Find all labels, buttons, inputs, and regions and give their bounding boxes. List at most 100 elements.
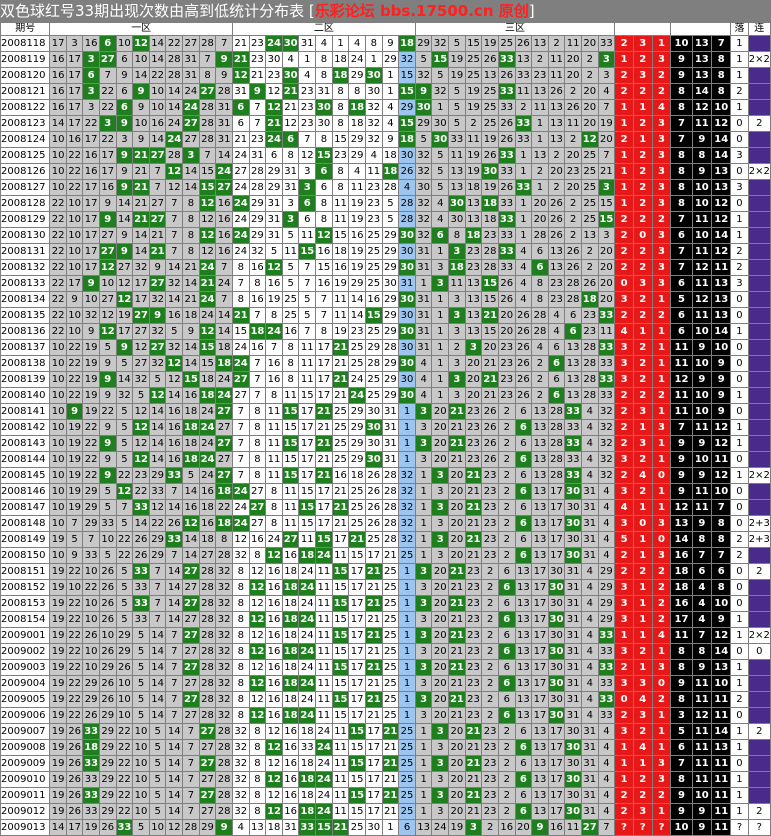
number-cell: 23: [464, 627, 483, 644]
lag-cell: 0: [730, 307, 749, 324]
number-cell: 2: [497, 739, 516, 756]
number-cell: 25: [381, 627, 400, 644]
number-cell: 31: [564, 595, 582, 612]
number-cell: 25: [381, 595, 400, 612]
number-cell: 31: [215, 99, 233, 116]
number-cell: 24: [231, 499, 250, 516]
number-cell: 18: [281, 707, 300, 724]
number-cell: 14: [148, 435, 167, 452]
number-cell: 7: [315, 307, 333, 324]
number-cell: 25: [364, 243, 383, 260]
number-cell: 7: [198, 51, 217, 68]
number-cell: 20: [531, 195, 549, 212]
number-cell: 6: [514, 419, 533, 436]
number-cell: 13: [464, 291, 483, 308]
number-cell: 21: [331, 387, 350, 404]
number-cell: 5: [148, 371, 167, 388]
number-cell: 21: [315, 467, 333, 484]
number-cell: 21: [231, 131, 250, 148]
number-cell: 2: [497, 547, 516, 564]
stat5-cell: 18: [670, 563, 693, 580]
number-cell: 4: [580, 611, 599, 628]
number-cell: 12: [148, 387, 167, 404]
number-cell: 11: [298, 339, 317, 356]
number-cell: 30: [564, 787, 582, 804]
number-cell: 12: [115, 291, 134, 308]
number-cell: 29: [98, 803, 117, 820]
number-cell: 32: [414, 211, 433, 228]
number-cell: 8: [231, 659, 250, 676]
number-cell: 10: [49, 467, 67, 484]
number-cell: 15: [315, 147, 333, 164]
zone-ratio-cell: 2: [632, 451, 653, 468]
number-cell: 30: [547, 579, 566, 596]
number-cell: 21: [597, 163, 616, 180]
lian-cell: [747, 451, 771, 468]
number-cell: 19: [82, 819, 100, 836]
number-cell: 10: [65, 579, 84, 596]
number-cell: 28: [182, 819, 200, 836]
number-cell: 7: [231, 435, 250, 452]
lag-cell: 0: [730, 403, 749, 420]
number-cell: 16: [49, 99, 67, 116]
issue-number: 2009002: [0, 643, 51, 660]
stat5-cell: 11: [711, 771, 732, 788]
number-cell: 1: [364, 51, 383, 68]
number-cell: 11: [298, 355, 317, 372]
number-cell: 28: [215, 755, 233, 772]
number-cell: 23: [481, 467, 499, 484]
number-cell: 10: [132, 755, 150, 772]
number-cell: 10: [49, 147, 67, 164]
number-cell: 12: [265, 771, 283, 788]
number-cell: 14: [165, 259, 184, 276]
number-cell: 27: [98, 243, 117, 260]
number-cell: 14: [215, 147, 233, 164]
stat5-cell: 9: [691, 803, 713, 820]
number-cell: 15: [198, 179, 217, 196]
zone-ratio-cell: 2: [614, 547, 634, 564]
lag-cell: 3: [730, 275, 749, 292]
number-cell: 14: [148, 643, 167, 660]
number-cell: 13: [531, 419, 549, 436]
number-cell: 16: [215, 211, 233, 228]
number-cell: 12: [165, 355, 184, 372]
number-cell: 19: [49, 723, 67, 740]
number-cell: 11: [265, 435, 283, 452]
stat5-cell: 11: [691, 691, 713, 708]
number-cell: 23: [580, 307, 599, 324]
number-cell: 28: [381, 531, 400, 548]
number-cell: 24: [298, 675, 317, 692]
number-cell: 16: [49, 67, 67, 84]
number-cell: 26: [481, 403, 499, 420]
zone-ratio-cell: 2: [614, 131, 634, 148]
number-cell: 10: [49, 515, 67, 532]
number-cell: 32: [231, 771, 250, 788]
number-cell: 4: [514, 291, 533, 308]
number-cell: 29: [597, 595, 616, 612]
number-cell: 4: [597, 723, 616, 740]
lag-cell: 1: [730, 675, 749, 692]
number-cell: 32: [215, 659, 233, 676]
number-cell: 17: [547, 739, 566, 756]
number-cell: 31: [398, 275, 416, 292]
number-cell: 21: [381, 723, 400, 740]
number-cell: 28: [215, 739, 233, 756]
number-cell: 10: [49, 163, 67, 180]
number-cell: 15: [198, 355, 217, 372]
number-cell: 24: [231, 483, 250, 500]
number-cell: 33: [564, 403, 582, 420]
stat5-cell: 11: [670, 387, 693, 404]
zone-ratio-cell: 2: [632, 371, 653, 388]
number-cell: 7: [165, 195, 184, 212]
zone-ratio-cell: 1: [651, 323, 672, 340]
number-cell: 26: [82, 707, 100, 724]
number-cell: 26: [514, 387, 533, 404]
number-cell: 4: [597, 83, 616, 100]
number-cell: 2: [580, 243, 599, 260]
number-cell: 31: [315, 83, 333, 100]
number-cell: 9: [115, 179, 134, 196]
number-cell: 12: [165, 179, 184, 196]
number-cell: 6: [82, 67, 100, 84]
number-cell: 27: [182, 35, 200, 52]
zone-ratio-cell: ?: [632, 819, 653, 836]
